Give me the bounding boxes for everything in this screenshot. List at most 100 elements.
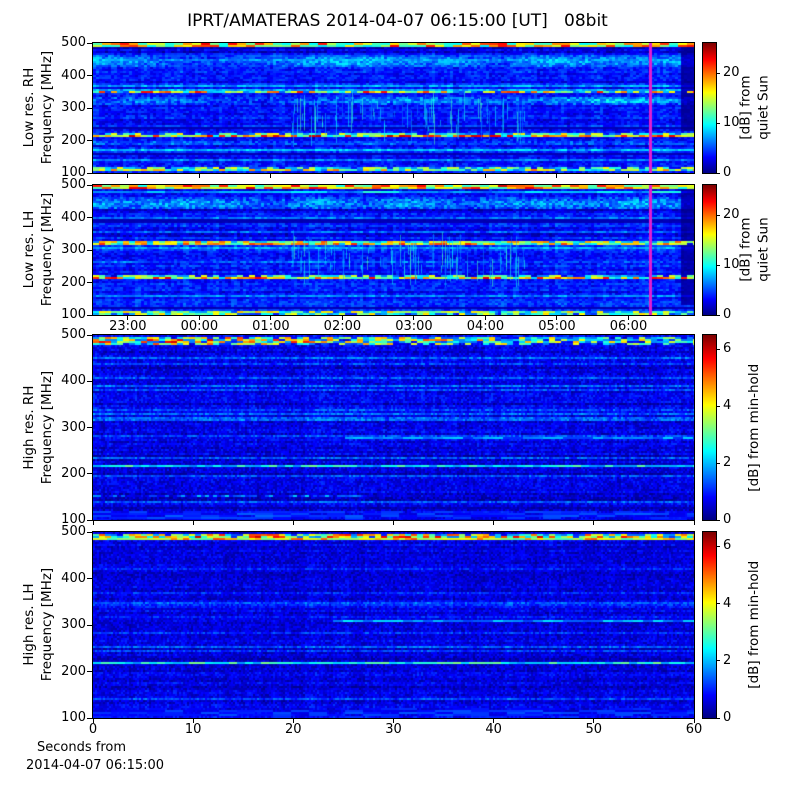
x-tick-mark <box>693 520 695 525</box>
y-tick-label: 100 <box>61 512 86 527</box>
y-tick-mark <box>87 334 92 336</box>
y-tick-label: 400 <box>61 373 86 389</box>
colorbar-low-res-lh <box>702 184 717 316</box>
x-tick-mark <box>192 718 194 723</box>
x-tick-mark <box>192 520 194 525</box>
y-axis-label-line: Low res. LH <box>21 211 38 289</box>
x-tick-label: 05:00 <box>538 319 576 334</box>
colorbar-gradient-high-res-rh <box>703 335 716 520</box>
x-tick-mark <box>556 173 558 178</box>
y-tick-mark <box>87 282 92 283</box>
x-tick-label: 30 <box>385 722 402 737</box>
panel-high-res-lh <box>92 531 695 719</box>
x-tick-mark <box>413 315 415 320</box>
colorbar-label-line: quiet Sun <box>755 75 772 141</box>
spectrogram-high-res-rh <box>93 335 694 520</box>
y-tick-mark <box>87 217 92 218</box>
colorbar-tick-label: 20 <box>723 207 740 222</box>
panel-high-res-rh <box>92 334 695 521</box>
x-tick-mark <box>92 520 94 525</box>
colorbar-tick-label: 0 <box>723 710 732 725</box>
y-tick-mark <box>87 172 92 174</box>
colorbar-tick-mark <box>716 264 720 266</box>
y-tick-label: 400 <box>61 67 86 83</box>
x-tick-mark <box>92 718 94 723</box>
y-tick-label: 300 <box>61 419 86 435</box>
colorbar-tick-label: 6 <box>723 341 732 357</box>
y-tick-label: 200 <box>61 274 86 290</box>
colorbar-tick-mark <box>716 660 720 662</box>
colorbar-tick-label: 20 <box>723 65 740 80</box>
x-tick-label: 10 <box>184 722 202 737</box>
y-tick-label: 300 <box>61 100 86 115</box>
x-tick-label: 20 <box>285 722 302 737</box>
x-tick-mark <box>593 718 595 723</box>
y-tick-label: 100 <box>61 165 86 180</box>
x-tick-label: 03:00 <box>395 319 433 334</box>
x-tick-label: 23:00 <box>109 319 147 334</box>
colorbar-tick-label: 6 <box>723 538 732 554</box>
colorbar-label-text: [dB] from min-hold <box>746 561 764 689</box>
colorbar-tick-label: 2 <box>723 455 732 471</box>
y-tick-label: 100 <box>61 307 86 322</box>
y-tick-mark <box>87 249 92 251</box>
colorbar-tick-label: 0 <box>723 165 732 180</box>
colorbar-tick-label: 4 <box>723 398 732 414</box>
y-axis-label-line: Low res. RH <box>21 68 38 148</box>
spectrogram-low-res-rh <box>93 43 694 173</box>
y-tick-mark <box>87 671 92 672</box>
x-tick-label: 0 <box>88 722 98 737</box>
x-tick-label: 50 <box>585 722 603 737</box>
colorbar-high-res-lh <box>702 531 717 719</box>
colorbar-tick-label: 4 <box>723 595 732 611</box>
panel-low-res-rh <box>92 42 695 174</box>
colorbar-label-line: [dB] from <box>737 217 754 283</box>
x-tick-mark <box>593 520 595 525</box>
x-tick-label: 06:00 <box>609 319 648 334</box>
y-axis-label-line: High res. LH <box>21 583 38 667</box>
colorbar-tick-mark <box>716 519 720 521</box>
y-tick-mark <box>87 184 92 186</box>
colorbar-tick-mark <box>716 72 720 74</box>
x-tick-label: 04:00 <box>466 319 505 334</box>
x-tick-mark <box>393 718 394 723</box>
y-tick-mark <box>87 578 92 579</box>
spectrogram-low-res-lh <box>93 185 694 315</box>
x-tick-mark <box>693 718 695 723</box>
x-tick-mark <box>127 173 129 178</box>
colorbar-tick-label: 10 <box>723 257 740 272</box>
x-tick-mark <box>270 315 272 320</box>
y-tick-mark <box>87 427 92 428</box>
colorbar-tick-mark <box>716 603 720 605</box>
x-tick-mark <box>341 315 343 320</box>
figure-title: IPRT/AMATERAS 2014-04-07 06:15:00 [UT] 0… <box>187 11 608 31</box>
y-tick-label: 400 <box>61 570 86 586</box>
spectrogram-high-res-lh <box>93 532 694 718</box>
y-tick-label: 400 <box>61 209 86 225</box>
colorbar-label-line: [dB] from min-hold <box>746 363 763 492</box>
x-tick-mark <box>484 173 486 178</box>
x-tick-mark <box>292 718 294 723</box>
y-tick-mark <box>87 531 92 533</box>
colorbar-label-line: [dB] from <box>737 75 754 141</box>
x-tick-mark <box>413 173 415 178</box>
y-tick-mark <box>87 75 92 76</box>
x-tick-mark <box>556 315 558 320</box>
y-tick-mark <box>87 107 92 109</box>
colorbar-gradient-high-res-lh <box>703 532 716 718</box>
x-tick-label: 01:00 <box>252 319 290 334</box>
xlabel-line1: Seconds from <box>37 740 127 755</box>
colorbar-label-low-res-lh: [dB] from quiet Sun <box>733 185 777 315</box>
colorbar-tick-label: 0 <box>723 512 732 527</box>
colorbar-tick-label: 10 <box>723 115 740 130</box>
y-tick-label: 200 <box>61 663 86 679</box>
colorbar-tick-mark <box>716 348 720 350</box>
xlabel-line2: 2014-04-07 06:15:00 <box>26 758 165 773</box>
x-tick-label: 02:00 <box>323 319 362 334</box>
y-tick-mark <box>87 519 92 521</box>
colorbar-tick-mark <box>716 405 720 407</box>
colorbar-low-res-rh <box>702 42 717 174</box>
y-tick-mark <box>87 717 92 719</box>
x-tick-mark <box>270 173 272 178</box>
